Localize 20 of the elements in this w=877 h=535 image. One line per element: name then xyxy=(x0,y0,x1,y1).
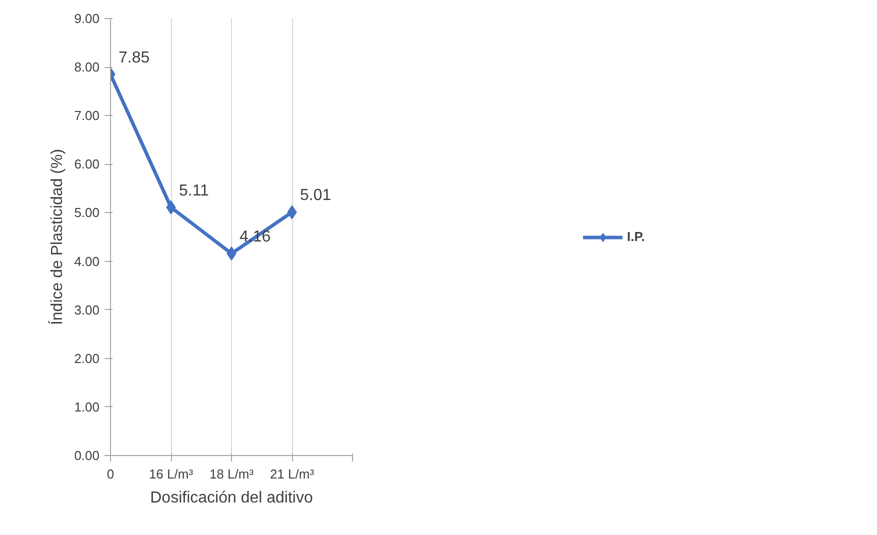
y-tick-label: 6.00 xyxy=(74,156,100,172)
x-tick-label: 18 L/m³ xyxy=(209,466,254,482)
data-label: 5.11 xyxy=(179,182,210,200)
x-tick-label: 0 xyxy=(106,466,114,482)
y-tick-label: 7.00 xyxy=(74,108,100,124)
x-tick-label: 21 L/m³ xyxy=(270,466,315,482)
y-tick-label: 0.00 xyxy=(74,448,100,463)
y-tick-label: 2.00 xyxy=(74,350,100,366)
y-tick-label: 3.00 xyxy=(74,302,100,318)
x-axis-title: Dosificación del aditivo xyxy=(150,490,313,506)
y-tick-label: 8.00 xyxy=(74,60,100,75)
legend-label: I.P. xyxy=(627,229,646,244)
data-label: 7.85 xyxy=(118,49,150,66)
x-tick-label: 16 L/m³ xyxy=(148,466,194,482)
y-tick-label: 9.00 xyxy=(74,11,100,26)
y-axis-title: Índice de Plasticidad (%) xyxy=(48,148,66,326)
y-tick-label: 5.00 xyxy=(74,205,100,220)
y-tick-label: 4.00 xyxy=(74,254,100,269)
data-label: 5.01 xyxy=(300,187,332,204)
y-tick-label: 1.00 xyxy=(74,399,100,414)
